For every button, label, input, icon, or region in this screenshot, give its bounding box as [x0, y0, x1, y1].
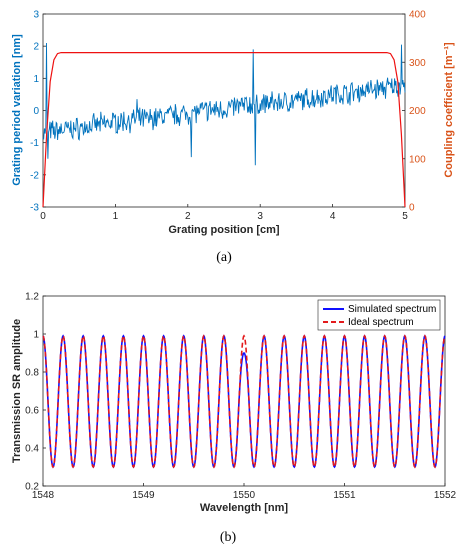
chart-a-xtick-label: 2	[185, 211, 191, 222]
chart-b-ytick-label: 0.6	[25, 406, 39, 417]
chart-b-xtick-label: 1550	[233, 490, 256, 501]
chart-a-xtick-label: 1	[113, 211, 119, 222]
series-grating-period-variation	[42, 42, 406, 166]
chart-a: 0 1 2 3 4 5 -3 -2 -1 0 1 2 3 0 100 200 300 400 Grating po…	[11, 10, 455, 266]
chart-b-xtick-label: 1551	[333, 490, 356, 501]
chart-a-ytick-left-label: -2	[30, 170, 39, 181]
chart-a-xtick-label: 4	[330, 211, 336, 222]
chart-b-legend: Simulated spectrum Ideal spectrum	[317, 299, 441, 331]
chart-b-ytick-label: 1.2	[25, 292, 39, 303]
series-ideal-spectrum	[42, 334, 446, 469]
chart-a-ytick-right-label: 0	[409, 203, 415, 214]
chart-b-ytick-label: 0.2	[25, 482, 39, 493]
chart-b-ytick-label: 0.4	[25, 444, 39, 455]
chart-a-ytick-right-label: 300	[409, 58, 426, 69]
legend-box	[317, 299, 441, 331]
legend-ideal-label: Ideal spectrum	[348, 317, 414, 328]
chart-b: 1548 1549 1550 1551 1552 0.2 0.4 0.6 0.8 1 1.2 Sim…	[11, 292, 457, 546]
chart-a-ytick-left-label: 2	[33, 42, 39, 53]
chart-a-ticks: 0 1 2 3 4 5 -3 -2 -1 0 1 2 3 0 100 200 300 400	[30, 10, 426, 223]
legend-simulated-label: Simulated spectrum	[348, 304, 436, 315]
chart-b-caption: (b)	[220, 530, 237, 545]
chart-a-series	[42, 42, 406, 208]
chart-a-ytick-left-label: 1	[33, 74, 39, 85]
chart-a-ytick-left-label: 3	[33, 10, 39, 21]
chart-a-ytick-left-label: 0	[33, 106, 39, 117]
chart-a-ytick-right-label: 100	[409, 154, 426, 165]
chart-b-xlabel: Wavelength [nm]	[200, 502, 289, 514]
chart-a-xtick-label: 0	[40, 211, 46, 222]
chart-a-plot-area	[42, 13, 406, 208]
chart-b-ylabel: Transmission SR amplitude	[11, 319, 23, 463]
chart-a-ytick-left-label: -3	[30, 203, 39, 214]
chart-a-ytick-right-label: 200	[409, 106, 426, 117]
chart-a-ytick-right-label: 400	[409, 10, 426, 21]
chart-b-ytick-label: 1	[33, 330, 39, 341]
chart-b-xtick-label: 1552	[434, 490, 457, 501]
chart-a-caption: (a)	[216, 250, 232, 265]
chart-a-ylabel-right: Coupling coefficient [m⁻¹]	[443, 42, 455, 178]
chart-b-xtick-label: 1549	[132, 490, 155, 501]
chart-b-ticks: 1548 1549 1550 1551 1552 0.2 0.4 0.6 0.8 1 1.2	[25, 292, 456, 502]
chart-a-xtick-label: 3	[257, 211, 263, 222]
chart-a-xtick-label: 5	[402, 211, 408, 222]
chart-a-ytick-left-label: -1	[30, 138, 39, 149]
chart-b-xtick-label: 1548	[32, 490, 55, 501]
chart-b-series	[42, 334, 446, 469]
chart-a-xlabel: Grating position [cm]	[168, 224, 280, 236]
series-coupling-coefficient	[42, 52, 406, 208]
chart-b-ytick-label: 0.8	[25, 368, 39, 379]
chart-a-ylabel-left: Grating period variation [nm]	[11, 34, 23, 186]
